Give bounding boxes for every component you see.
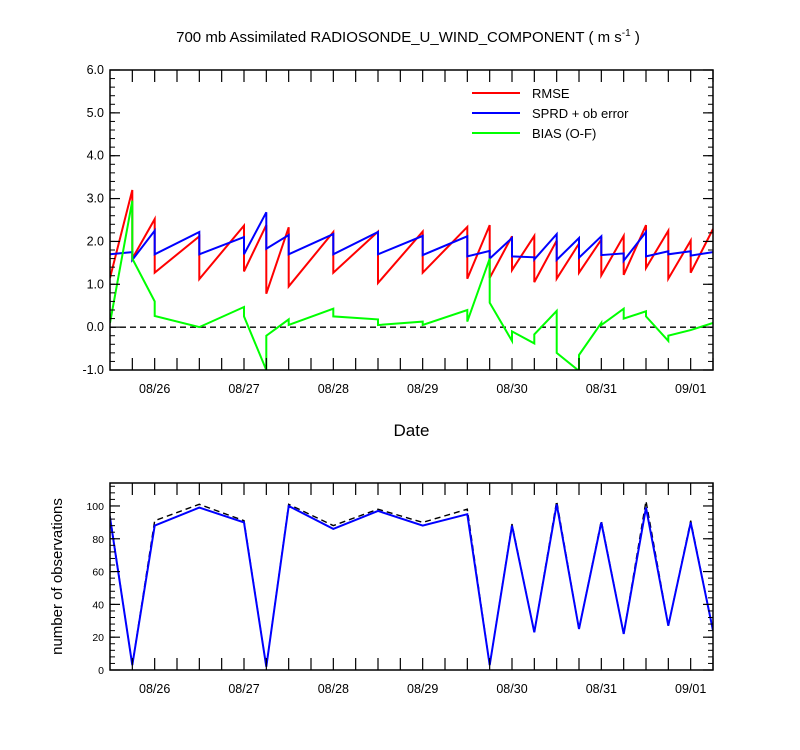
top-series-bias-o-f- — [110, 200, 713, 370]
top-series-sprd-ob-error — [110, 211, 713, 264]
chart-title-exponent: -1 — [622, 28, 631, 39]
legend-label: RMSE — [532, 86, 570, 101]
bottom-plot-frame — [109, 482, 714, 671]
chart-title-suffix: ) — [631, 29, 640, 46]
bottom-xtick-label: 08/28 — [318, 682, 349, 696]
bottom-xtick-label: 08/26 — [139, 682, 170, 696]
bottom-xtick-label: 08/27 — [228, 682, 259, 696]
top-xtick-label: 08/26 — [139, 382, 170, 396]
top-ytick-label: 6.0 — [87, 63, 104, 77]
top-plot-frame — [109, 69, 714, 371]
top-ytick-label: -1.0 — [82, 363, 104, 377]
bottom-series-group — [110, 500, 713, 667]
chart-title: 700 mb Assimilated RADIOSONDE_U_WIND_COM… — [176, 28, 640, 46]
top-xtick-label: 08/30 — [496, 382, 527, 396]
chart-title-main: 700 mb Assimilated RADIOSONDE_U_WIND_COM… — [176, 29, 622, 46]
top-xtick-label: 09/01 — [675, 382, 706, 396]
top-ytick-label: 5.0 — [87, 106, 104, 120]
bottom-xtick-label: 09/01 — [675, 682, 706, 696]
bottom-ytick-label: 40 — [92, 599, 104, 611]
top-ytick-label: 2.0 — [87, 234, 104, 248]
top-xtick-label: 08/28 — [318, 382, 349, 396]
top-x-axis-label: Date — [394, 421, 430, 440]
legend-label: BIAS (O-F) — [532, 126, 596, 141]
top-ytick-label: 3.0 — [87, 192, 104, 206]
bottom-ytick-label: 100 — [86, 501, 104, 513]
top-ytick-label: 0.0 — [87, 320, 104, 334]
bottom-ytick-label: 60 — [92, 567, 104, 579]
top-ytick-label: 4.0 — [87, 149, 104, 163]
bottom-xtick-label: 08/29 — [407, 682, 438, 696]
bottom-ytick-label: 20 — [92, 632, 104, 644]
bottom-series-possible-observations — [110, 500, 713, 667]
bottom-ytick-label: 80 — [92, 534, 104, 546]
top-series-rmse — [110, 189, 713, 295]
legend-label: SPRD + ob error — [532, 106, 629, 121]
legend: RMSE SPRD + ob error BIAS (O-F) — [472, 86, 629, 141]
top-xtick-label: 08/31 — [586, 382, 617, 396]
top-ytick-label: 1.0 — [87, 277, 104, 291]
bottom-xtick-label: 08/31 — [586, 682, 617, 696]
bottom-panel: 0 20 40 60 80 100 08/26 08/27 08/28 08/29 08/30 08/… — [49, 482, 714, 696]
bottom-y-axis-label: number of observations — [49, 498, 66, 655]
top-xtick-label: 08/27 — [228, 382, 259, 396]
bottom-xtick-label: 08/30 — [496, 682, 527, 696]
top-panel: -1.0 0.0 1.0 2.0 3.0 4.0 5.0 6.0 08/26 08/27 08/28… — [82, 63, 714, 440]
top-xtick-label: 08/29 — [407, 382, 438, 396]
bottom-ytick-label: 0 — [98, 665, 104, 677]
bottom-series-assimilated-observations — [110, 504, 713, 667]
top-series-group — [110, 189, 713, 370]
